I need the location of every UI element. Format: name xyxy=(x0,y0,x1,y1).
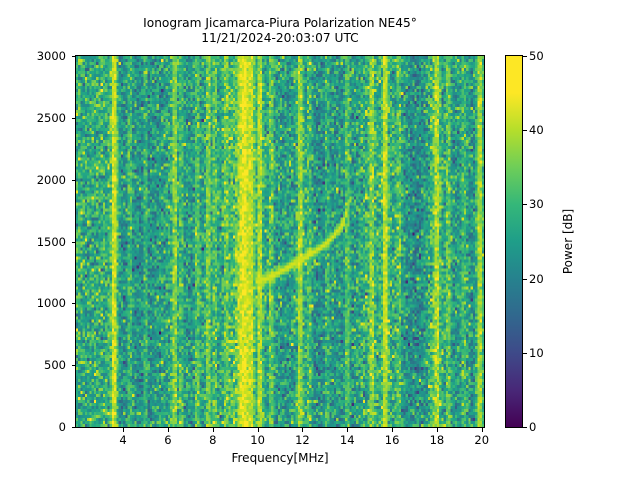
colorbar-tick-mark xyxy=(523,204,527,206)
y-tick-label: 1500 xyxy=(36,234,66,249)
y-tick-label: 3000 xyxy=(36,49,66,63)
page-title: Ionogram Jicamarca-Piura Polarization NE… xyxy=(143,16,417,45)
x-tick-label: 16 xyxy=(384,433,400,447)
x-tick-label: 18 xyxy=(429,433,445,447)
x-tick-label: 20 xyxy=(474,433,490,447)
y-tick-mark xyxy=(71,365,75,367)
y-tick-mark xyxy=(71,303,75,305)
y-tick-mark xyxy=(71,241,75,243)
power-colorbar[interactable] xyxy=(505,55,523,428)
y-tick-label: 2000 xyxy=(36,172,66,187)
x-tick-label: 6 xyxy=(164,433,172,447)
y-tick-label: 0 xyxy=(58,420,66,434)
x-tick-mark xyxy=(436,428,438,432)
colorbar-label: Power [dB] xyxy=(561,208,575,275)
x-axis-label: Frequency[MHz] xyxy=(231,451,329,465)
colorbar-tick-mark xyxy=(523,130,527,132)
x-tick-mark xyxy=(123,428,125,432)
x-tick-label: 10 xyxy=(250,433,265,447)
colorbar-gradient xyxy=(506,56,522,427)
colorbar-tick-mark xyxy=(523,352,527,354)
x-tick-mark xyxy=(257,428,259,432)
colorbar-tick-label: 50 xyxy=(529,49,544,63)
x-tick-mark xyxy=(392,428,394,432)
x-tick-mark xyxy=(302,428,304,432)
colorbar-tick-mark xyxy=(523,56,527,57)
y-tick-mark xyxy=(71,179,75,181)
x-tick-mark xyxy=(167,428,169,432)
y-tick-label: 1000 xyxy=(36,296,66,311)
colorbar-tick-label: 10 xyxy=(529,345,544,360)
y-tick-label: 500 xyxy=(44,358,66,373)
colorbar-tick-label: 40 xyxy=(529,123,544,138)
y-tick-mark xyxy=(71,56,75,57)
x-tick-mark xyxy=(481,428,483,432)
y-tick-label: 2500 xyxy=(36,110,66,125)
x-tick-label: 12 xyxy=(295,433,310,447)
ionogram-heatmap xyxy=(76,56,484,427)
y-tick-mark xyxy=(71,117,75,119)
colorbar-tick-label: 30 xyxy=(529,197,544,212)
colorbar-tick-label: 0 xyxy=(529,420,537,434)
x-tick-label: 14 xyxy=(339,433,355,447)
y-tick-mark xyxy=(71,427,75,428)
x-tick-mark xyxy=(212,428,214,432)
colorbar-tick-label: 20 xyxy=(529,271,544,286)
x-tick-mark xyxy=(347,428,349,432)
x-tick-label: 4 xyxy=(119,433,127,447)
colorbar-tick-mark xyxy=(523,427,527,428)
ionogram-plot-area[interactable] xyxy=(75,55,485,428)
x-tick-label: 8 xyxy=(209,433,217,447)
colorbar-tick-mark xyxy=(523,278,527,280)
